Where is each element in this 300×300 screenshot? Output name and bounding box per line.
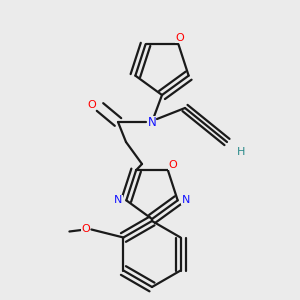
Text: O: O xyxy=(175,33,184,43)
Text: O: O xyxy=(88,100,96,110)
Text: O: O xyxy=(169,160,177,170)
Text: H: H xyxy=(237,147,245,157)
Text: N: N xyxy=(182,195,190,205)
Text: N: N xyxy=(148,116,156,128)
Text: N: N xyxy=(114,195,122,205)
Text: O: O xyxy=(81,224,90,233)
